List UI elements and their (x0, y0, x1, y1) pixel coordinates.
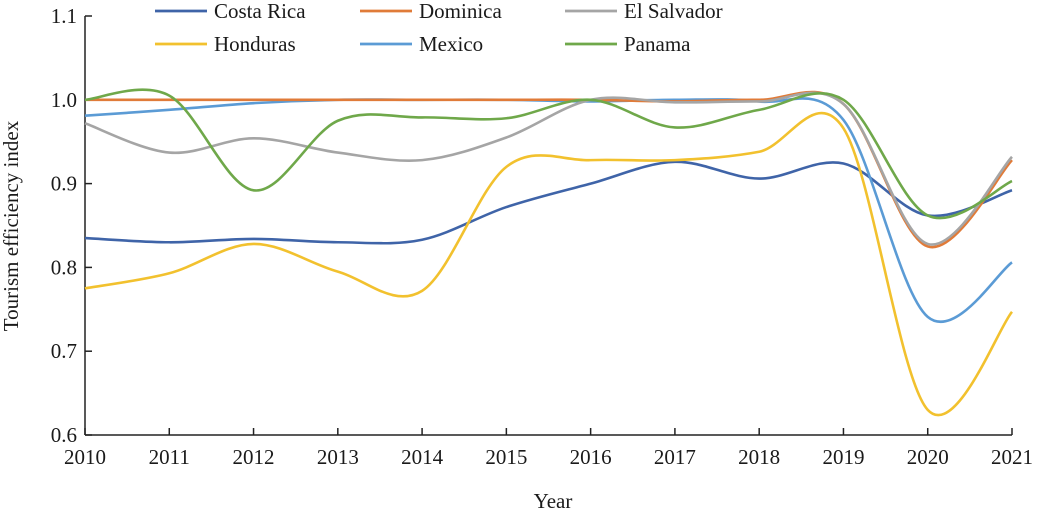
series-line-mexico (84, 97, 1013, 323)
y-tick-label: 0.6 (51, 423, 77, 447)
series-line-costa-rica (84, 160, 1013, 245)
y-tick-label: 1.1 (51, 4, 77, 28)
series-lines (84, 88, 1014, 417)
x-tick-label: 2019 (822, 445, 864, 469)
x-axis-title: Year (534, 489, 573, 510)
legend-item: Honduras (155, 32, 296, 56)
legend-item: Panama (565, 32, 691, 56)
x-tick-label: 2012 (233, 445, 275, 469)
y-axis-title: Tourism efficiency index (0, 120, 23, 331)
legend-label: Honduras (214, 32, 296, 56)
x-tick-label: 2018 (738, 445, 780, 469)
x-tick-label: 2021 (991, 445, 1033, 469)
x-tick-label: 2014 (401, 445, 444, 469)
legend-label: Panama (624, 32, 691, 56)
legend-item: Costa Rica (155, 0, 306, 23)
y-tick-label: 0.7 (51, 339, 77, 363)
legend-item: Mexico (360, 32, 483, 56)
series-line-honduras (84, 111, 1014, 417)
x-ticks: 2010 2011 2012 2013 2014 2015 2016 2017 2018 2019… (64, 428, 1033, 469)
legend-label: Dominica (419, 0, 502, 23)
x-tick-label: 2016 (570, 445, 612, 469)
y-tick-label: 0.8 (51, 255, 77, 279)
x-tick-label: 2017 (654, 445, 696, 469)
axes: 0.60.70.80.91.01.1 2010 2011 2012 2013 2014 2… (51, 4, 1033, 469)
x-tick-label: 2020 (907, 445, 949, 469)
series-line-el-salvador (84, 91, 1013, 246)
legend-label: Costa Rica (214, 0, 306, 23)
x-tick-label: 2013 (317, 445, 359, 469)
y-ticks: 0.6 0.7 0.8 0.9 1.0 1.1 (51, 4, 92, 447)
legend-label: Mexico (419, 32, 483, 56)
legend-item: El Salvador (565, 0, 723, 23)
x-tick-label: 2011 (149, 445, 190, 469)
legend-label: El Salvador (624, 0, 723, 23)
x-tick-label: 2010 (64, 445, 106, 469)
x-tick-label: 2015 (485, 445, 527, 469)
y-tick-label: 1.0 (51, 88, 77, 112)
legend-item: Dominica (360, 0, 502, 23)
y-tick-label: 0.9 (51, 172, 77, 196)
legend: Costa Rica Dominica El Salvador Honduras Mex… (155, 0, 723, 56)
series-line-panama (84, 88, 1013, 220)
